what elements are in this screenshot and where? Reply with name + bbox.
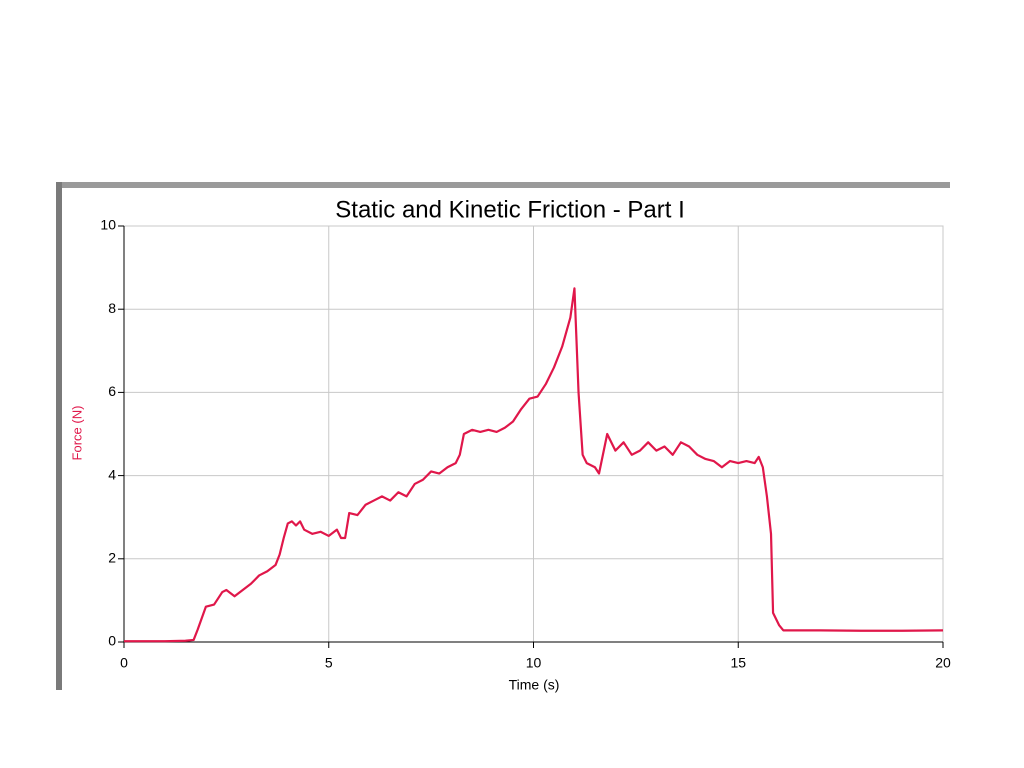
y-tick-label: 8	[108, 300, 116, 316]
y-tick-label: 2	[108, 550, 116, 566]
x-tick-label: 0	[120, 655, 128, 671]
x-tick-label: 10	[526, 655, 542, 671]
y-axis-label: Force (N)	[69, 406, 84, 461]
x-tick-label: 20	[935, 655, 951, 671]
y-tick-label: 6	[108, 383, 116, 399]
y-tick-label: 10	[100, 217, 116, 233]
data-line	[124, 287, 944, 643]
y-tick-label: 4	[108, 466, 116, 482]
window-top-border	[56, 182, 950, 188]
chart-title: Static and Kinetic Friction - Part I	[335, 196, 684, 223]
window-left-border	[56, 182, 62, 690]
y-tick-label: 0	[108, 633, 116, 649]
x-tick-label: 5	[325, 655, 333, 671]
x-axis-label: Time (s)	[509, 677, 560, 693]
x-tick-label: 15	[730, 655, 746, 671]
